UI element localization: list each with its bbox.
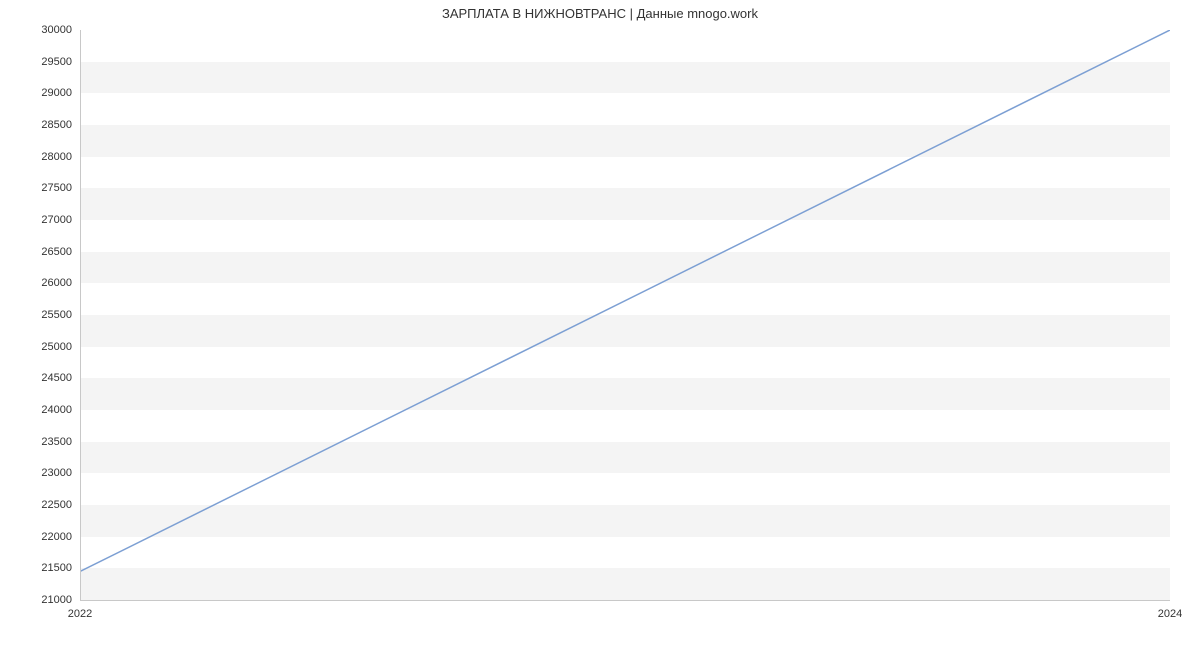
y-tick-label: 26000 [32,277,72,289]
y-tick-label: 25500 [32,309,72,321]
y-tick-label: 27000 [32,214,72,226]
y-tick-label: 23500 [32,436,72,448]
y-tick-label: 21000 [32,594,72,606]
y-tick-label: 28000 [32,151,72,163]
x-axis-line [80,600,1170,601]
y-tick-label: 30000 [32,24,72,36]
line-series [80,30,1170,600]
y-tick-label: 25000 [32,341,72,353]
y-tick-label: 26500 [32,246,72,258]
y-tick-label: 29500 [32,56,72,68]
y-tick-label: 28500 [32,119,72,131]
series-line [80,30,1170,572]
y-tick-label: 23000 [32,467,72,479]
x-tick-label: 2022 [68,608,92,620]
y-tick-label: 22500 [32,499,72,511]
y-axis-line [80,30,81,600]
y-tick-label: 27500 [32,182,72,194]
chart-title: ЗАРПЛАТА В НИЖНОВТРАНС | Данные mnogo.wo… [0,6,1200,21]
y-tick-label: 24000 [32,404,72,416]
y-tick-label: 24500 [32,372,72,384]
y-tick-label: 21500 [32,562,72,574]
y-tick-label: 22000 [32,531,72,543]
y-tick-label: 29000 [32,87,72,99]
plot-area [80,30,1170,600]
x-tick-label: 2024 [1158,608,1182,620]
